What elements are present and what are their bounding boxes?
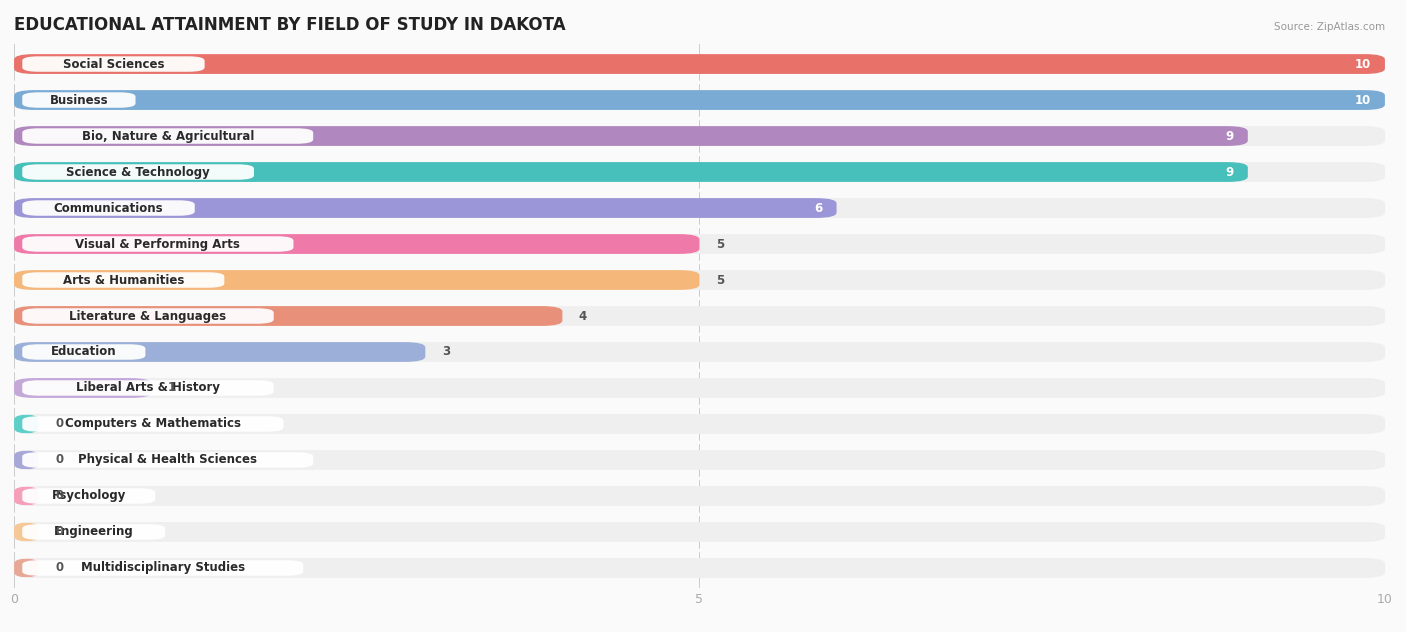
FancyBboxPatch shape — [14, 270, 1385, 290]
Text: Psychology: Psychology — [52, 489, 127, 502]
FancyBboxPatch shape — [14, 558, 1385, 578]
Text: 9: 9 — [1226, 166, 1234, 178]
FancyBboxPatch shape — [22, 128, 314, 143]
FancyBboxPatch shape — [14, 306, 562, 326]
Text: Visual & Performing Arts: Visual & Performing Arts — [76, 238, 240, 250]
FancyBboxPatch shape — [14, 342, 425, 362]
FancyBboxPatch shape — [14, 450, 1385, 470]
FancyBboxPatch shape — [22, 525, 165, 540]
Text: Multidisciplinary Studies: Multidisciplinary Studies — [80, 561, 245, 574]
Text: 0: 0 — [55, 561, 63, 574]
FancyBboxPatch shape — [14, 162, 1385, 182]
FancyBboxPatch shape — [14, 342, 1385, 362]
Text: Communications: Communications — [53, 202, 163, 214]
Text: 0: 0 — [55, 454, 63, 466]
FancyBboxPatch shape — [14, 522, 1385, 542]
Text: Computers & Mathematics: Computers & Mathematics — [65, 418, 240, 430]
Text: Liberal Arts & History: Liberal Arts & History — [76, 382, 219, 394]
FancyBboxPatch shape — [14, 90, 1385, 110]
Text: 5: 5 — [716, 274, 724, 286]
FancyBboxPatch shape — [14, 414, 1385, 434]
FancyBboxPatch shape — [22, 92, 135, 107]
FancyBboxPatch shape — [14, 198, 1385, 218]
FancyBboxPatch shape — [14, 414, 39, 434]
Text: 1: 1 — [167, 382, 176, 394]
Text: 6: 6 — [814, 202, 823, 214]
Text: Science & Technology: Science & Technology — [66, 166, 209, 178]
Text: 10: 10 — [1355, 58, 1371, 71]
FancyBboxPatch shape — [22, 308, 274, 324]
Text: 10: 10 — [1355, 94, 1371, 107]
FancyBboxPatch shape — [14, 486, 39, 506]
FancyBboxPatch shape — [22, 560, 304, 576]
Text: Literature & Languages: Literature & Languages — [69, 310, 226, 322]
FancyBboxPatch shape — [22, 380, 274, 396]
Text: Bio, Nature & Agricultural: Bio, Nature & Agricultural — [82, 130, 254, 143]
FancyBboxPatch shape — [22, 236, 294, 252]
FancyBboxPatch shape — [22, 416, 284, 432]
FancyBboxPatch shape — [22, 164, 254, 179]
FancyBboxPatch shape — [22, 272, 225, 288]
Text: Arts & Humanities: Arts & Humanities — [63, 274, 184, 286]
Text: 3: 3 — [441, 346, 450, 358]
Text: EDUCATIONAL ATTAINMENT BY FIELD OF STUDY IN DAKOTA: EDUCATIONAL ATTAINMENT BY FIELD OF STUDY… — [14, 16, 565, 34]
FancyBboxPatch shape — [14, 378, 1385, 398]
Text: Education: Education — [51, 346, 117, 358]
FancyBboxPatch shape — [14, 558, 39, 578]
Text: 9: 9 — [1226, 130, 1234, 143]
FancyBboxPatch shape — [14, 54, 1385, 74]
FancyBboxPatch shape — [22, 200, 195, 216]
FancyBboxPatch shape — [14, 162, 1249, 182]
FancyBboxPatch shape — [14, 90, 1385, 110]
FancyBboxPatch shape — [22, 56, 205, 72]
FancyBboxPatch shape — [14, 126, 1249, 146]
FancyBboxPatch shape — [14, 234, 700, 254]
FancyBboxPatch shape — [14, 270, 700, 290]
FancyBboxPatch shape — [22, 489, 155, 504]
Text: Social Sciences: Social Sciences — [63, 58, 165, 71]
FancyBboxPatch shape — [14, 450, 39, 470]
FancyBboxPatch shape — [14, 54, 1385, 74]
Text: Business: Business — [49, 94, 108, 107]
FancyBboxPatch shape — [14, 234, 1385, 254]
FancyBboxPatch shape — [14, 522, 39, 542]
Text: Engineering: Engineering — [53, 525, 134, 538]
Text: 0: 0 — [55, 418, 63, 430]
FancyBboxPatch shape — [22, 453, 314, 468]
Text: 0: 0 — [55, 525, 63, 538]
Text: 0: 0 — [55, 489, 63, 502]
FancyBboxPatch shape — [14, 486, 1385, 506]
FancyBboxPatch shape — [14, 126, 1385, 146]
FancyBboxPatch shape — [14, 306, 1385, 326]
FancyBboxPatch shape — [14, 198, 837, 218]
Text: Physical & Health Sciences: Physical & Health Sciences — [79, 454, 257, 466]
Text: 5: 5 — [716, 238, 724, 250]
FancyBboxPatch shape — [22, 344, 145, 360]
Text: Source: ZipAtlas.com: Source: ZipAtlas.com — [1274, 22, 1385, 32]
Text: 4: 4 — [579, 310, 588, 322]
FancyBboxPatch shape — [14, 378, 152, 398]
